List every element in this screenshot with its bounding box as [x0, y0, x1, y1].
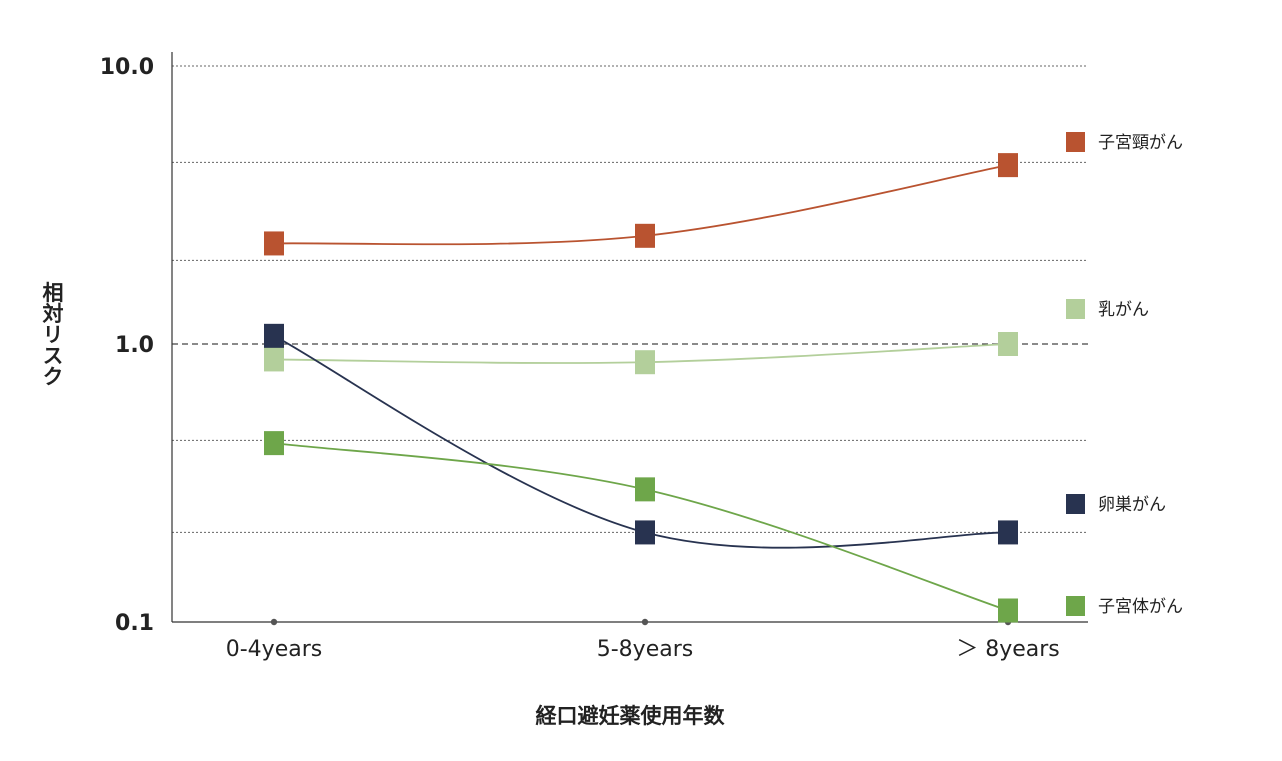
legend-swatch [1066, 494, 1085, 514]
legend-swatch [1066, 299, 1085, 319]
y-tick-label: 1.0 [115, 333, 154, 358]
y-tick-label: 10.0 [100, 55, 154, 80]
data-point-marker [635, 520, 655, 545]
series-group [264, 153, 1018, 256]
series-group [264, 431, 1018, 623]
data-point-marker [635, 350, 655, 375]
x-tick-labels: 0-4years 5-8years ＞ 8years [226, 618, 1060, 662]
legend-label: 乳がん [1098, 300, 1149, 320]
data-point-marker [264, 347, 284, 372]
x-axis-title: 経口避妊薬使用年数 [536, 704, 726, 728]
x-tick-label: 0-4years [226, 637, 322, 662]
legend-label: 子宮体がん [1098, 597, 1183, 617]
series-group [264, 332, 1018, 375]
data-point-marker [264, 231, 284, 256]
data-point-marker [264, 431, 284, 456]
data-point-marker [635, 477, 655, 502]
x-tick-dot [270, 618, 278, 626]
y-tick-label: 0.1 [115, 611, 154, 636]
x-tick-label: 5-8years [597, 637, 693, 662]
legend-label: 子宮頸がん [1098, 133, 1183, 153]
legend-label: 卵巣がん [1098, 495, 1166, 515]
series-group [264, 323, 1018, 549]
data-point-marker [998, 153, 1018, 178]
series [264, 153, 1018, 623]
x-tick-label: ＞ 8years [956, 637, 1060, 662]
gridlines [172, 65, 1088, 533]
data-point-marker [998, 598, 1018, 623]
y-axis-title: 相対リスク [40, 281, 64, 387]
x-tick-dot [641, 618, 649, 626]
legend-swatch [1066, 596, 1085, 616]
data-point-marker [998, 520, 1018, 545]
data-point-marker [998, 332, 1018, 356]
legend-swatch [1066, 132, 1085, 152]
data-point-marker [635, 223, 655, 248]
data-point-marker [264, 323, 284, 348]
y-tick-labels: 0.1 1.0 10.0 [100, 55, 154, 636]
